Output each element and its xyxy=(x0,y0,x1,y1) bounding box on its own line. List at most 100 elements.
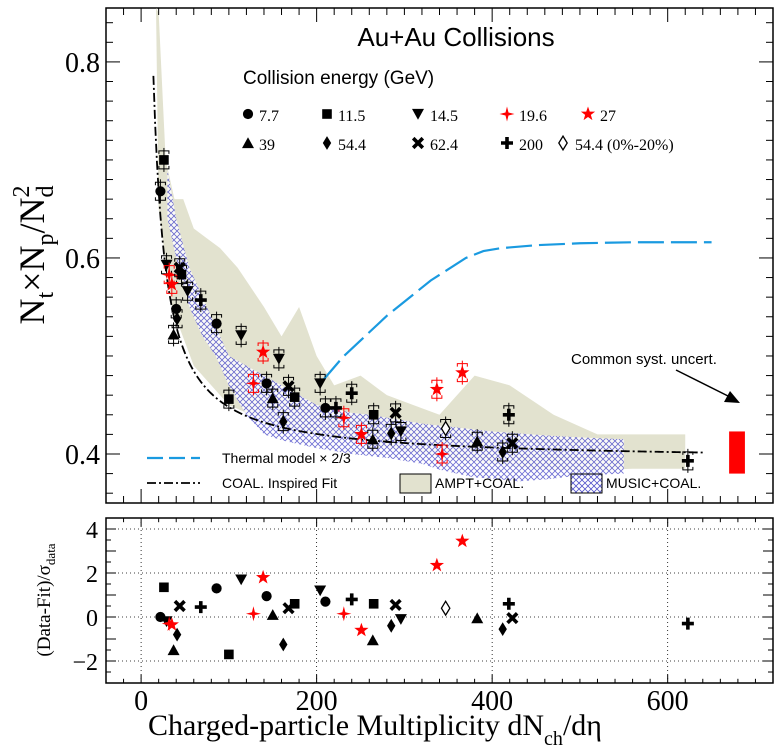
residual-62.4-3 xyxy=(506,612,519,625)
syst-uncert-label: Common syst. uncert. xyxy=(571,351,717,368)
y-title-sub-p: p xyxy=(33,234,59,246)
residual-39-3 xyxy=(471,612,484,624)
music-band xyxy=(167,169,624,482)
point-200-0 xyxy=(194,294,207,307)
residual-19.6-2 xyxy=(336,606,352,622)
legend-music-label: MUSIC+COAL. xyxy=(606,475,701,491)
y-tick-label-0.8: 0.8 xyxy=(65,48,100,79)
legend-marker-14.5 xyxy=(412,108,424,120)
residual-54.40-20-0 xyxy=(440,600,451,617)
residual-54.4-0 xyxy=(172,627,182,642)
residual-62.4-2 xyxy=(389,598,402,611)
y-axis-title-bottom: (Data-Fit)/σdata xyxy=(34,543,58,656)
legend-marker-200 xyxy=(501,137,513,149)
point-19.6-3 xyxy=(434,446,450,462)
y-title-slash: /N xyxy=(12,198,52,234)
residual-54.4-3 xyxy=(498,622,507,636)
residual-7.7-3 xyxy=(320,596,331,607)
y-title-times: ×N xyxy=(12,246,52,292)
legend-label-11.5: 11.5 xyxy=(338,108,365,125)
y2-tick-label--2: −2 xyxy=(72,650,98,676)
residual-54.4-1 xyxy=(279,637,288,652)
residual-11.5-2 xyxy=(289,599,300,609)
point-62.4-3 xyxy=(506,437,519,450)
point-14.5-1 xyxy=(181,286,194,297)
coal-fit-line xyxy=(152,75,703,454)
y-title-n1: N xyxy=(12,298,52,324)
residual-200-1 xyxy=(345,593,358,606)
point-27-0 xyxy=(164,276,179,291)
point-11.5-3 xyxy=(289,392,300,402)
point-62.4-1 xyxy=(282,380,295,393)
point-14.5-3 xyxy=(272,353,285,365)
legend-label-14.5: 14.5 xyxy=(430,108,458,125)
legend-label-39: 39 xyxy=(259,137,275,154)
legend-marker-62.4 xyxy=(411,136,425,150)
legend-label-27: 27 xyxy=(600,108,616,125)
x-title-sub: ch xyxy=(544,728,563,750)
y2-tick-label-4: 4 xyxy=(86,518,98,544)
residual-27-4 xyxy=(455,533,470,548)
point-27-1 xyxy=(255,344,271,359)
residual-11.5-1 xyxy=(224,649,234,660)
x-tick-label-600: 600 xyxy=(647,686,689,717)
residual-39-1 xyxy=(266,609,279,620)
residual-62.4-1 xyxy=(282,602,295,615)
legend-label-54.4: 54.4 xyxy=(338,137,366,154)
legend-marker-11.5 xyxy=(322,109,332,119)
bottom-panel-frame xyxy=(105,517,774,684)
legend-marker-27 xyxy=(580,106,596,121)
residual-11.5-3 xyxy=(368,599,379,609)
chart-title: Au+Au Collisions xyxy=(357,22,554,52)
point-54.4-2 xyxy=(387,426,396,441)
legend-label-200: 200 xyxy=(519,137,543,154)
residual-14.5-2 xyxy=(314,585,327,597)
y-tick-label-0.4: 0.4 xyxy=(65,440,100,471)
point-14.5-0 xyxy=(160,259,173,271)
point-27-2 xyxy=(354,426,369,441)
point-7.7-2 xyxy=(211,318,222,329)
residual-200-3 xyxy=(681,617,694,630)
point-54.4-1 xyxy=(279,414,288,429)
legend-label-7.7: 7.7 xyxy=(259,108,279,125)
point-7.7-0 xyxy=(155,186,166,197)
y-tick-label-0.6: 0.6 xyxy=(65,244,100,275)
residual-7.7-1 xyxy=(211,583,222,594)
residual-11.5-0 xyxy=(159,582,169,593)
residual-54.4-2 xyxy=(387,618,396,633)
point-19.6-0 xyxy=(161,267,177,283)
legend-ampt-swatch xyxy=(399,473,432,494)
point-39-2 xyxy=(366,433,379,445)
syst-uncert-box xyxy=(729,431,745,474)
point-62.4-2 xyxy=(389,406,402,419)
y2-tick-label-2: 2 xyxy=(86,562,98,588)
y-title-sub-t: t xyxy=(33,291,59,298)
point-11.5-4 xyxy=(368,409,379,420)
residual-27-0 xyxy=(164,617,179,631)
point-62.4-0 xyxy=(173,261,186,274)
point-200-2 xyxy=(345,387,358,400)
point-27-3 xyxy=(429,381,445,396)
point-200-4 xyxy=(681,454,694,467)
legend-marker-54.40-20 xyxy=(558,134,568,152)
syst-uncert-arrow xyxy=(675,369,733,399)
residual-39-2 xyxy=(366,634,379,646)
residual-200-2 xyxy=(502,597,515,610)
point-7.7-1 xyxy=(171,303,182,315)
point-11.5-0 xyxy=(159,155,169,165)
syst-uncert-arrowhead xyxy=(724,391,740,403)
point-14.5-4 xyxy=(314,378,327,390)
residual-27-3 xyxy=(429,557,445,572)
y-title-sub-d: d xyxy=(33,186,59,198)
y-title-sup-2: 2 xyxy=(9,186,35,198)
legend-marker-54.4 xyxy=(322,136,332,150)
x-tick-label-200: 200 xyxy=(296,686,338,717)
point-19.6-2 xyxy=(336,410,352,426)
residual-7.7-2 xyxy=(261,591,272,602)
point-14.5-2 xyxy=(235,330,248,342)
residual-39-0 xyxy=(167,644,180,656)
point-14.5-5 xyxy=(394,426,407,438)
legend-ampt-label: AMPT+COAL. xyxy=(435,475,524,491)
residual-62.4-0 xyxy=(173,599,186,613)
ampt-band xyxy=(156,8,686,471)
